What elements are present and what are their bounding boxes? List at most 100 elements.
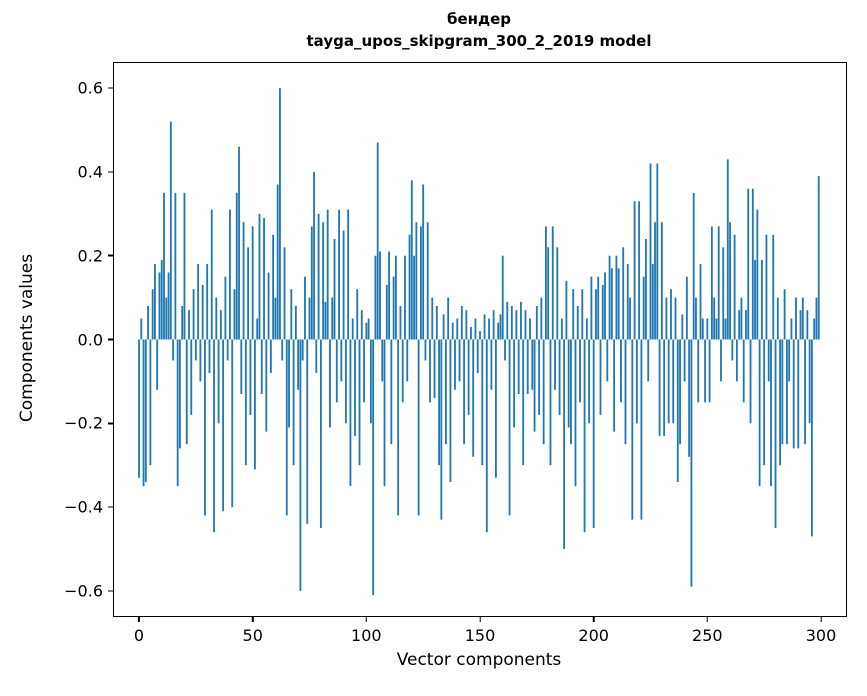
bar (558, 339, 561, 415)
bar (354, 339, 356, 436)
bar (590, 276, 593, 340)
bar (213, 339, 215, 533)
y-tick-label: −0.4 (64, 497, 103, 517)
bar (513, 339, 516, 428)
bar (442, 314, 445, 340)
bar (797, 339, 800, 449)
bar (222, 339, 225, 512)
bar (138, 339, 140, 478)
x-tick-mark (365, 616, 368, 622)
bar (654, 222, 656, 340)
bar (783, 289, 786, 340)
bar (294, 305, 297, 340)
bar (754, 259, 756, 340)
bar (329, 339, 331, 428)
bar (472, 339, 475, 457)
bar (267, 272, 270, 340)
bar (419, 226, 422, 340)
bar (542, 339, 545, 445)
bar (581, 289, 584, 340)
bar (301, 339, 304, 361)
bar (304, 276, 306, 340)
bar (583, 339, 586, 533)
bar (417, 339, 420, 516)
bar (151, 289, 154, 340)
bar (710, 226, 713, 340)
bar (167, 272, 170, 340)
bar (247, 247, 250, 340)
y-tick-mark (108, 506, 114, 508)
bar (604, 272, 606, 340)
bar (692, 192, 695, 340)
chart-title: бендер tayga_upos_skipgram_300_2_2019 mo… (113, 8, 845, 52)
bar (322, 222, 325, 340)
bar (240, 339, 243, 394)
bar (276, 184, 279, 340)
bar (701, 318, 704, 340)
bar (426, 222, 429, 340)
bar (383, 339, 386, 487)
bar (735, 339, 738, 382)
x-tick-label: 150 (464, 626, 496, 645)
bar (538, 339, 541, 415)
bar (620, 339, 622, 403)
y-tick-mark (108, 338, 114, 341)
bar (224, 276, 227, 340)
bar (394, 255, 397, 340)
bar (599, 339, 602, 415)
bar (749, 339, 752, 424)
bar (556, 247, 559, 340)
bar (256, 318, 259, 340)
bar (313, 171, 315, 340)
bar (283, 247, 286, 340)
bar (526, 339, 529, 394)
bar (440, 339, 443, 520)
bar (319, 339, 322, 529)
bar (467, 339, 470, 415)
bar (392, 276, 395, 340)
bar (183, 192, 186, 340)
bar (492, 310, 495, 340)
bar (704, 339, 706, 403)
y-tick-mark (108, 590, 114, 592)
bar (667, 339, 670, 424)
bar (463, 339, 465, 445)
x-tick-label: 0 (133, 626, 145, 645)
bar (310, 226, 313, 340)
bar (349, 339, 352, 487)
bar (369, 339, 372, 424)
bar (651, 264, 654, 340)
bar (367, 318, 370, 340)
bar (515, 310, 518, 340)
bar (642, 276, 645, 340)
bar (192, 289, 195, 340)
bar (649, 163, 652, 340)
bar (690, 339, 693, 587)
bar (454, 339, 456, 390)
bar (415, 222, 418, 340)
bar (681, 314, 684, 340)
bar (424, 339, 427, 361)
bar (504, 339, 506, 361)
bar (656, 163, 659, 340)
bar (601, 285, 604, 340)
bar (404, 255, 406, 340)
bar (626, 264, 629, 340)
bar (688, 339, 691, 457)
bar (576, 305, 579, 340)
bar (238, 146, 240, 340)
bar (792, 339, 795, 449)
bar (745, 310, 747, 340)
bar (190, 339, 193, 415)
bar (172, 339, 175, 361)
x-tick: 200 (578, 616, 609, 645)
y-tick: 0.0 (78, 330, 114, 349)
bar (149, 339, 152, 466)
x-tick-label: 100 (351, 626, 382, 645)
bar (645, 238, 647, 340)
bar (244, 339, 247, 466)
bar (747, 188, 750, 340)
x-tick-label: 50 (242, 626, 263, 645)
bar (776, 297, 779, 340)
bar (444, 339, 447, 445)
